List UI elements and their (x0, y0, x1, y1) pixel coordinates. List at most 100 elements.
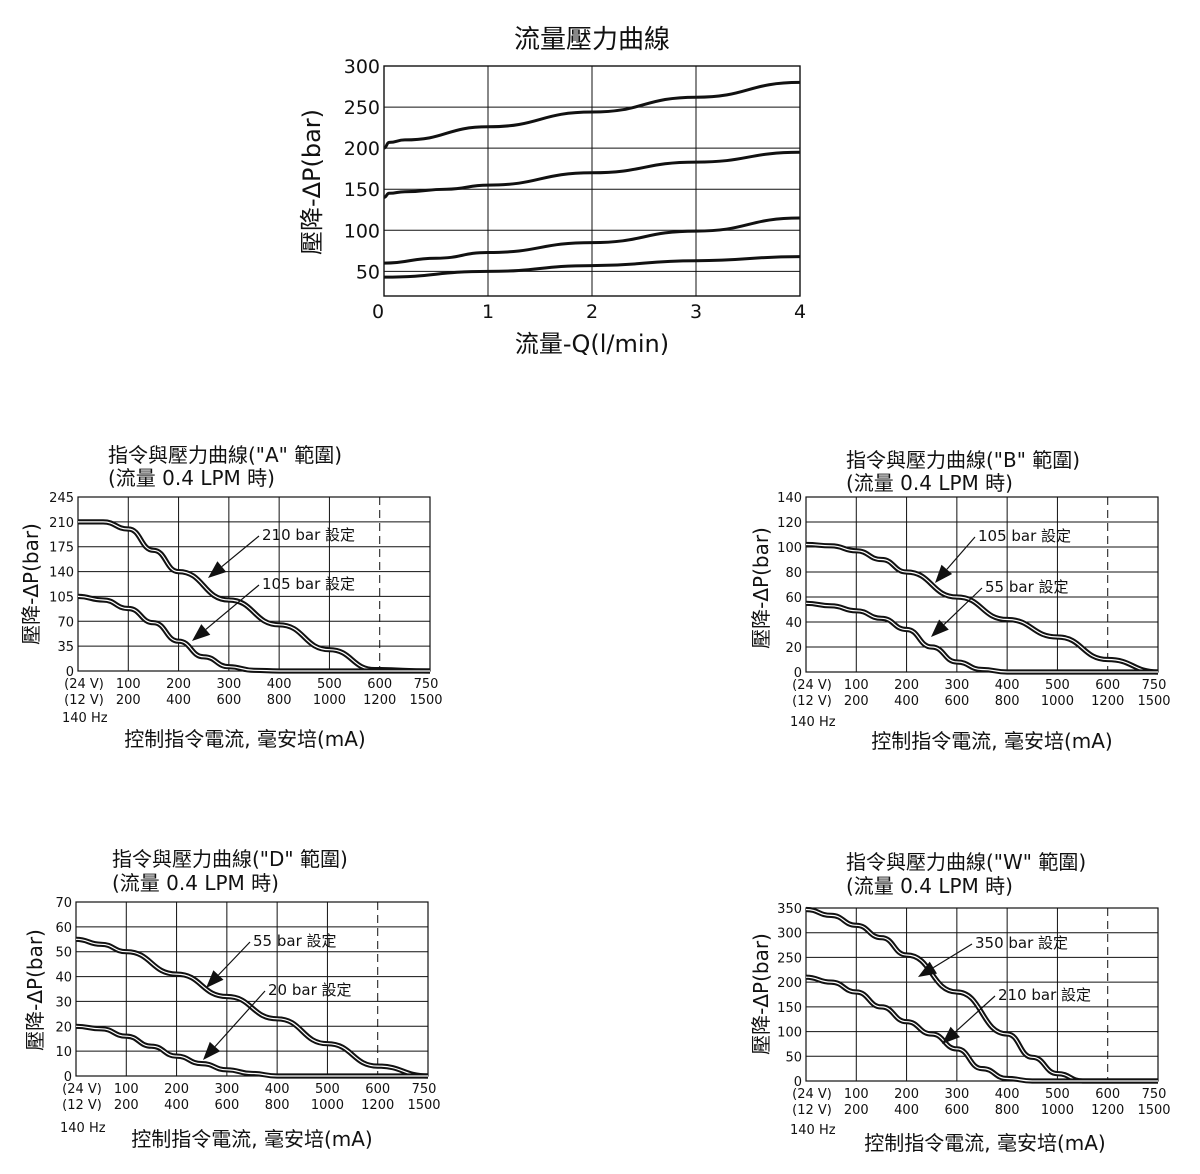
chart-a-frame (77, 496, 431, 672)
main-xtick-label: 2 (586, 301, 598, 323)
main-ytick-label: 150 (344, 179, 380, 201)
main-series-line-1 (383, 80, 801, 150)
chart-a-series-2 (77, 593, 430, 674)
chart-b-ytick-label: 120 (777, 516, 802, 531)
chart-a-ytick-label: 105 (49, 590, 74, 605)
chart-a-arrow-line (221, 535, 260, 568)
chart-b-arrow-head (935, 564, 953, 583)
chart-b-xtick-24v: 750 (1142, 678, 1167, 693)
chart-d-ytick-label: 10 (55, 1045, 72, 1060)
chart-a-xtick-24v: 100 (116, 677, 141, 692)
chart-b-ytick-label: 40 (785, 616, 802, 631)
chart-b-xtick-12v: 400 (894, 694, 919, 709)
chart-d-title: 指令與壓力曲線("D" 範圍) (112, 847, 348, 871)
chart-w-ytick-label: 150 (777, 1001, 802, 1016)
chart-w-xtick-24v: 500 (1045, 1087, 1070, 1102)
main-xtick-label: 4 (794, 301, 806, 323)
chart-d-xtick-12v: 1500 (407, 1098, 440, 1113)
chart-d-xtick-24v: 500 (315, 1082, 340, 1097)
chart-w-xtick-12v: 600 (944, 1103, 969, 1118)
chart-d-xtick-24v: 200 (164, 1082, 189, 1097)
chart-b-ytick-label: 80 (785, 566, 802, 581)
chart-w-xtick-24v: (24 V) (792, 1087, 832, 1102)
chart-b-ytick-label: 20 (785, 641, 802, 656)
chart-a-subtitle: (流量 0.4 LPM 時) (108, 466, 275, 490)
chart-a-series-2-core (77, 595, 430, 672)
chart-w-ytick-label: 100 (777, 1026, 802, 1041)
chart-w-arrow-head (942, 1026, 960, 1044)
chart-d-ytick-label: 70 (55, 896, 72, 911)
chart-b-ytick-label: 0 (794, 666, 802, 681)
chart-w-ytick-label: 0 (794, 1075, 802, 1090)
chart-d-ytick-label: 20 (55, 1020, 72, 1035)
chart-b-xtick-24v: 200 (894, 678, 919, 693)
chart-a-ytick-label: 70 (57, 615, 74, 630)
chart-w-series-1-core (805, 908, 1158, 1082)
chart-d-annotation-1: 55 bar 設定 (253, 932, 337, 950)
chart-d-series-2-core (75, 1025, 428, 1077)
chart-a-ytick-label: 140 (49, 566, 74, 581)
main-chart-xlabel: 流量-Q(l/min) (515, 330, 669, 358)
chart-a-xtick-24v: 750 (414, 677, 439, 692)
chart-w-arrow-line (933, 943, 973, 969)
chart-b-ylabel: 壓降-ΔP(bar) (749, 527, 773, 649)
command-pressure-chart-d: 指令與壓力曲線("D" 範圍) (流量 0.4 LPM 時) 壓降-ΔP(bar… (23, 847, 441, 1151)
chart-d-xlabel: 控制指令電流, 毫安培(mA) (131, 1127, 372, 1151)
chart-w-annotation-2: 210 bar 設定 (998, 986, 1091, 1004)
chart-a-arrow-head (208, 561, 227, 578)
chart-w-xtick-24v: 400 (995, 1087, 1020, 1102)
chart-a-series-1-core (78, 521, 431, 672)
chart-a-title: 指令與壓力曲線("A" 範圍) (108, 443, 342, 467)
main-chart-title: 流量壓力曲線 (514, 25, 670, 55)
chart-d-ytick-label: 40 (55, 971, 72, 986)
chart-b-xtick-12v: 600 (944, 694, 969, 709)
main-chart-grid (383, 65, 801, 297)
chart-b-xtick-12v: 800 (995, 694, 1020, 709)
main-xtick-label: 0 (372, 301, 384, 323)
chart-d-xtick-24v: (24 V) (62, 1082, 102, 1097)
main-series-line-4 (383, 255, 801, 279)
main-chart-y-ticks: 50 100 150 200 250 300 (344, 56, 380, 283)
main-ytick-label: 250 (344, 97, 380, 119)
chart-b-hz-label: 140 Hz (790, 715, 836, 730)
chart-b-xtick-12v: (12 V) (792, 694, 832, 709)
chart-w-ytick-label: 250 (777, 951, 802, 966)
chart-b-ytick-label: 140 (777, 491, 802, 506)
chart-b-arrow-line (946, 536, 976, 570)
main-ytick-label: 50 (356, 261, 380, 283)
chart-w-frame (805, 907, 1159, 1082)
chart-b-xtick-24v: 100 (844, 678, 869, 693)
chart-w-xtick-12v: 1500 (1137, 1103, 1170, 1118)
chart-a-ytick-label: 175 (49, 541, 74, 556)
chart-a-arrow-head (192, 624, 211, 641)
chart-w-arrow-head (918, 961, 937, 977)
main-chart-x-ticks: 0 1 2 3 4 (372, 301, 806, 323)
main-ytick-label: 300 (344, 56, 380, 78)
main-xtick-label: 1 (482, 301, 494, 323)
chart-a-hz-label: 140 Hz (62, 711, 108, 726)
chart-d-xtick-12v: 600 (214, 1098, 239, 1113)
chart-a-arrow-line (205, 584, 260, 630)
chart-b-ytick-label: 100 (777, 541, 802, 556)
chart-w-arrow-line (954, 995, 996, 1033)
chart-a-xtick-24v: 300 (216, 677, 241, 692)
chart-d-series-1-core (75, 938, 429, 1077)
chart-b-annotation-2: 55 bar 設定 (985, 578, 1069, 596)
chart-w-xlabel: 控制指令電流, 毫安培(mA) (864, 1131, 1105, 1155)
chart-w-ylabel: 壓降-ΔP(bar) (749, 933, 773, 1055)
chart-d-xtick-24v: 750 (412, 1082, 437, 1097)
main-xtick-label: 3 (690, 301, 702, 323)
chart-b-xtick-12v: 1200 (1091, 694, 1124, 709)
command-pressure-chart-a: 指令與壓力曲線("A" 範圍) (流量 0.4 LPM 時) 壓降-ΔP(bar… (19, 443, 443, 751)
chart-d-xtick-24v: 300 (214, 1082, 239, 1097)
chart-w-xtick-24v: 300 (944, 1087, 969, 1102)
chart-a-annotation-2: 105 bar 設定 (262, 575, 355, 593)
chart-w-ytick-label: 200 (777, 976, 802, 991)
chart-a-ytick-label: 210 (49, 516, 74, 531)
chart-a-ytick-label: 35 (57, 640, 74, 655)
flow-pressure-chart: 流量壓力曲線 50 100 150 200 250 300 0 1 2 3 4 流量-Q(l/mi… (298, 25, 806, 358)
chart-a-xtick-12v: 600 (216, 693, 241, 708)
chart-a-xtick-12v: 1000 (313, 693, 346, 708)
chart-b-ytick-label: 60 (785, 591, 802, 606)
chart-d-annotation-2: 20 bar 設定 (268, 981, 352, 999)
